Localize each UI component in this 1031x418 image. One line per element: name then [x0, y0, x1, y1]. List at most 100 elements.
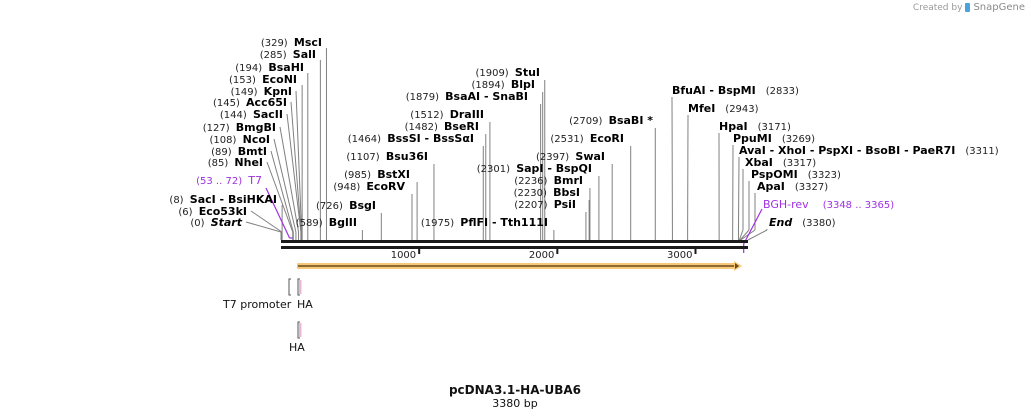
site-position: (127) [203, 123, 233, 134]
restriction-site: (1512) DraIII [410, 108, 484, 121]
credit-brand: SnapGene [973, 2, 1025, 13]
enzyme-name: XbaI [745, 156, 773, 169]
site-position: (3323) [808, 170, 841, 181]
site-label: (1909) StuI [475, 66, 540, 79]
site-label: (589) BglII [296, 216, 357, 229]
enzyme-name: End [769, 216, 792, 229]
tick-mark [556, 249, 559, 254]
site-position: (1464) [348, 134, 384, 145]
site-position: (589) [296, 218, 326, 229]
restriction-site: (726) BsgI [316, 199, 376, 212]
enzyme-name: BssSI - BssSαI [387, 132, 474, 145]
site-position: (0) [190, 218, 207, 229]
enzyme-name: PpuMI [733, 132, 772, 145]
restriction-site: (1894) BlpI [471, 78, 535, 91]
site-position: (985) [344, 170, 374, 181]
t7-promoter-feature-label: T7 promoter [222, 298, 292, 311]
site-label: (85) NheI [208, 156, 263, 169]
enzyme-name: Acc65I [246, 96, 287, 109]
restriction-site: PpuMI (3269) [733, 132, 815, 145]
tick-mark [418, 249, 421, 254]
site-label: (2236) BmrI [514, 174, 583, 187]
restriction-site: (1464) BssSI - BssSαI [348, 132, 474, 145]
restriction-site: (194) BsaHI [235, 61, 304, 74]
features: T7 promoter HA HA [222, 261, 742, 354]
site-label: XbaI (3317) [745, 156, 816, 169]
enzyme-name: NheI [234, 156, 263, 169]
site-position: (1107) [346, 152, 382, 163]
enzyme-name: SapI - BspQI [516, 162, 592, 175]
site-position: (2709) [569, 116, 605, 127]
site-position: (153) [229, 75, 259, 86]
site-label: (2397) SwaI [536, 150, 605, 163]
site-label: (1107) Bsu36I [346, 150, 428, 163]
site-label: (127) BmgBI [203, 121, 276, 134]
restriction-site: XbaI (3317) [745, 156, 816, 169]
primer-t7: (53 .. 72) T7 [196, 174, 262, 187]
site-label: (2207) PsiI [514, 198, 576, 211]
enzyme-name: HpaI [719, 120, 748, 133]
site-label: (145) Acc65I [213, 96, 287, 109]
enzyme-name: ApaI [757, 180, 785, 193]
enzyme-name: BfuAI - BspMI [672, 84, 756, 97]
site-label: (985) BstXI [344, 168, 410, 181]
enzyme-name: AvaI - XhoI - PspXI - BsoBI - PaeR7I [739, 144, 955, 157]
enzyme-name: BbsI [553, 186, 580, 199]
site-label: (948) EcoRV [333, 180, 405, 193]
restriction-site: (2397) SwaI [536, 150, 605, 163]
site-line [273, 138, 297, 233]
site-lines [245, 48, 768, 253]
enzyme-name: BseRI [444, 120, 479, 133]
snapgene-logo-icon [965, 3, 971, 12]
restriction-site: MfeI (2943) [688, 102, 759, 115]
site-label: (2230) BbsI [514, 186, 580, 199]
restriction-site: (1909) StuI [475, 66, 540, 79]
enzyme-name: PsiI [554, 198, 576, 211]
site-line [286, 113, 302, 233]
enzyme-name: BstXI [377, 168, 410, 181]
primer-label: BGH-rev (3348 .. 3365) [763, 198, 894, 211]
site-position: (2301) [477, 164, 513, 175]
enzyme-name: MscI [294, 36, 322, 49]
restriction-site: (108) NcoI [210, 133, 270, 146]
enzyme-name: BmrI [554, 174, 583, 187]
ha-tag-feature: HA [297, 278, 313, 311]
site-line [245, 221, 282, 233]
site-position: (1879) [406, 92, 442, 103]
site-label: (1879) BsaAI - SnaBI [406, 90, 528, 103]
site-line [270, 150, 294, 233]
site-label: (108) NcoI [210, 133, 270, 146]
ha-tag-feature-2-label: HA [289, 341, 305, 354]
restriction-site: (285) SalI [260, 48, 316, 61]
primer-name: BGH-rev [763, 198, 809, 211]
primer-line [743, 208, 763, 245]
restriction-site: (329) MscI [261, 36, 322, 49]
restriction-site: (2230) BbsI [514, 186, 580, 199]
t7-promoter-feature-glyph [288, 278, 291, 296]
tick-mark [694, 249, 697, 254]
restriction-site: (1975) PflFI - Tth111I [421, 216, 548, 229]
restriction-site: (89) BmtI [211, 145, 267, 158]
site-position: (6) [178, 207, 195, 218]
site-label: (285) SalI [260, 48, 316, 61]
site-position: (1482) [405, 122, 441, 133]
primer-bgh-rev: BGH-rev (3348 .. 3365) [763, 198, 894, 211]
site-label: (6) Eco53kI [178, 205, 247, 218]
enzyme-name: NcoI [243, 133, 270, 146]
site-label: (194) BsaHI [235, 61, 304, 74]
ha-tag-feature-label: HA [297, 298, 313, 311]
enzyme-name: Eco53kI [199, 205, 247, 218]
orf-arrow-head-inner [735, 263, 739, 269]
site-position: (2397) [536, 152, 572, 163]
site-position: (108) [210, 135, 240, 146]
enzyme-name: StuI [515, 66, 540, 79]
restriction-site: (948) EcoRV [333, 180, 405, 193]
site-line [290, 101, 302, 233]
site-line [747, 229, 768, 241]
site-position: (1975) [421, 218, 457, 229]
site-line [738, 229, 744, 241]
restriction-site: (0) Start [190, 216, 242, 229]
site-label: (0) Start [190, 216, 242, 229]
site-label: (726) BsgI [316, 199, 376, 212]
